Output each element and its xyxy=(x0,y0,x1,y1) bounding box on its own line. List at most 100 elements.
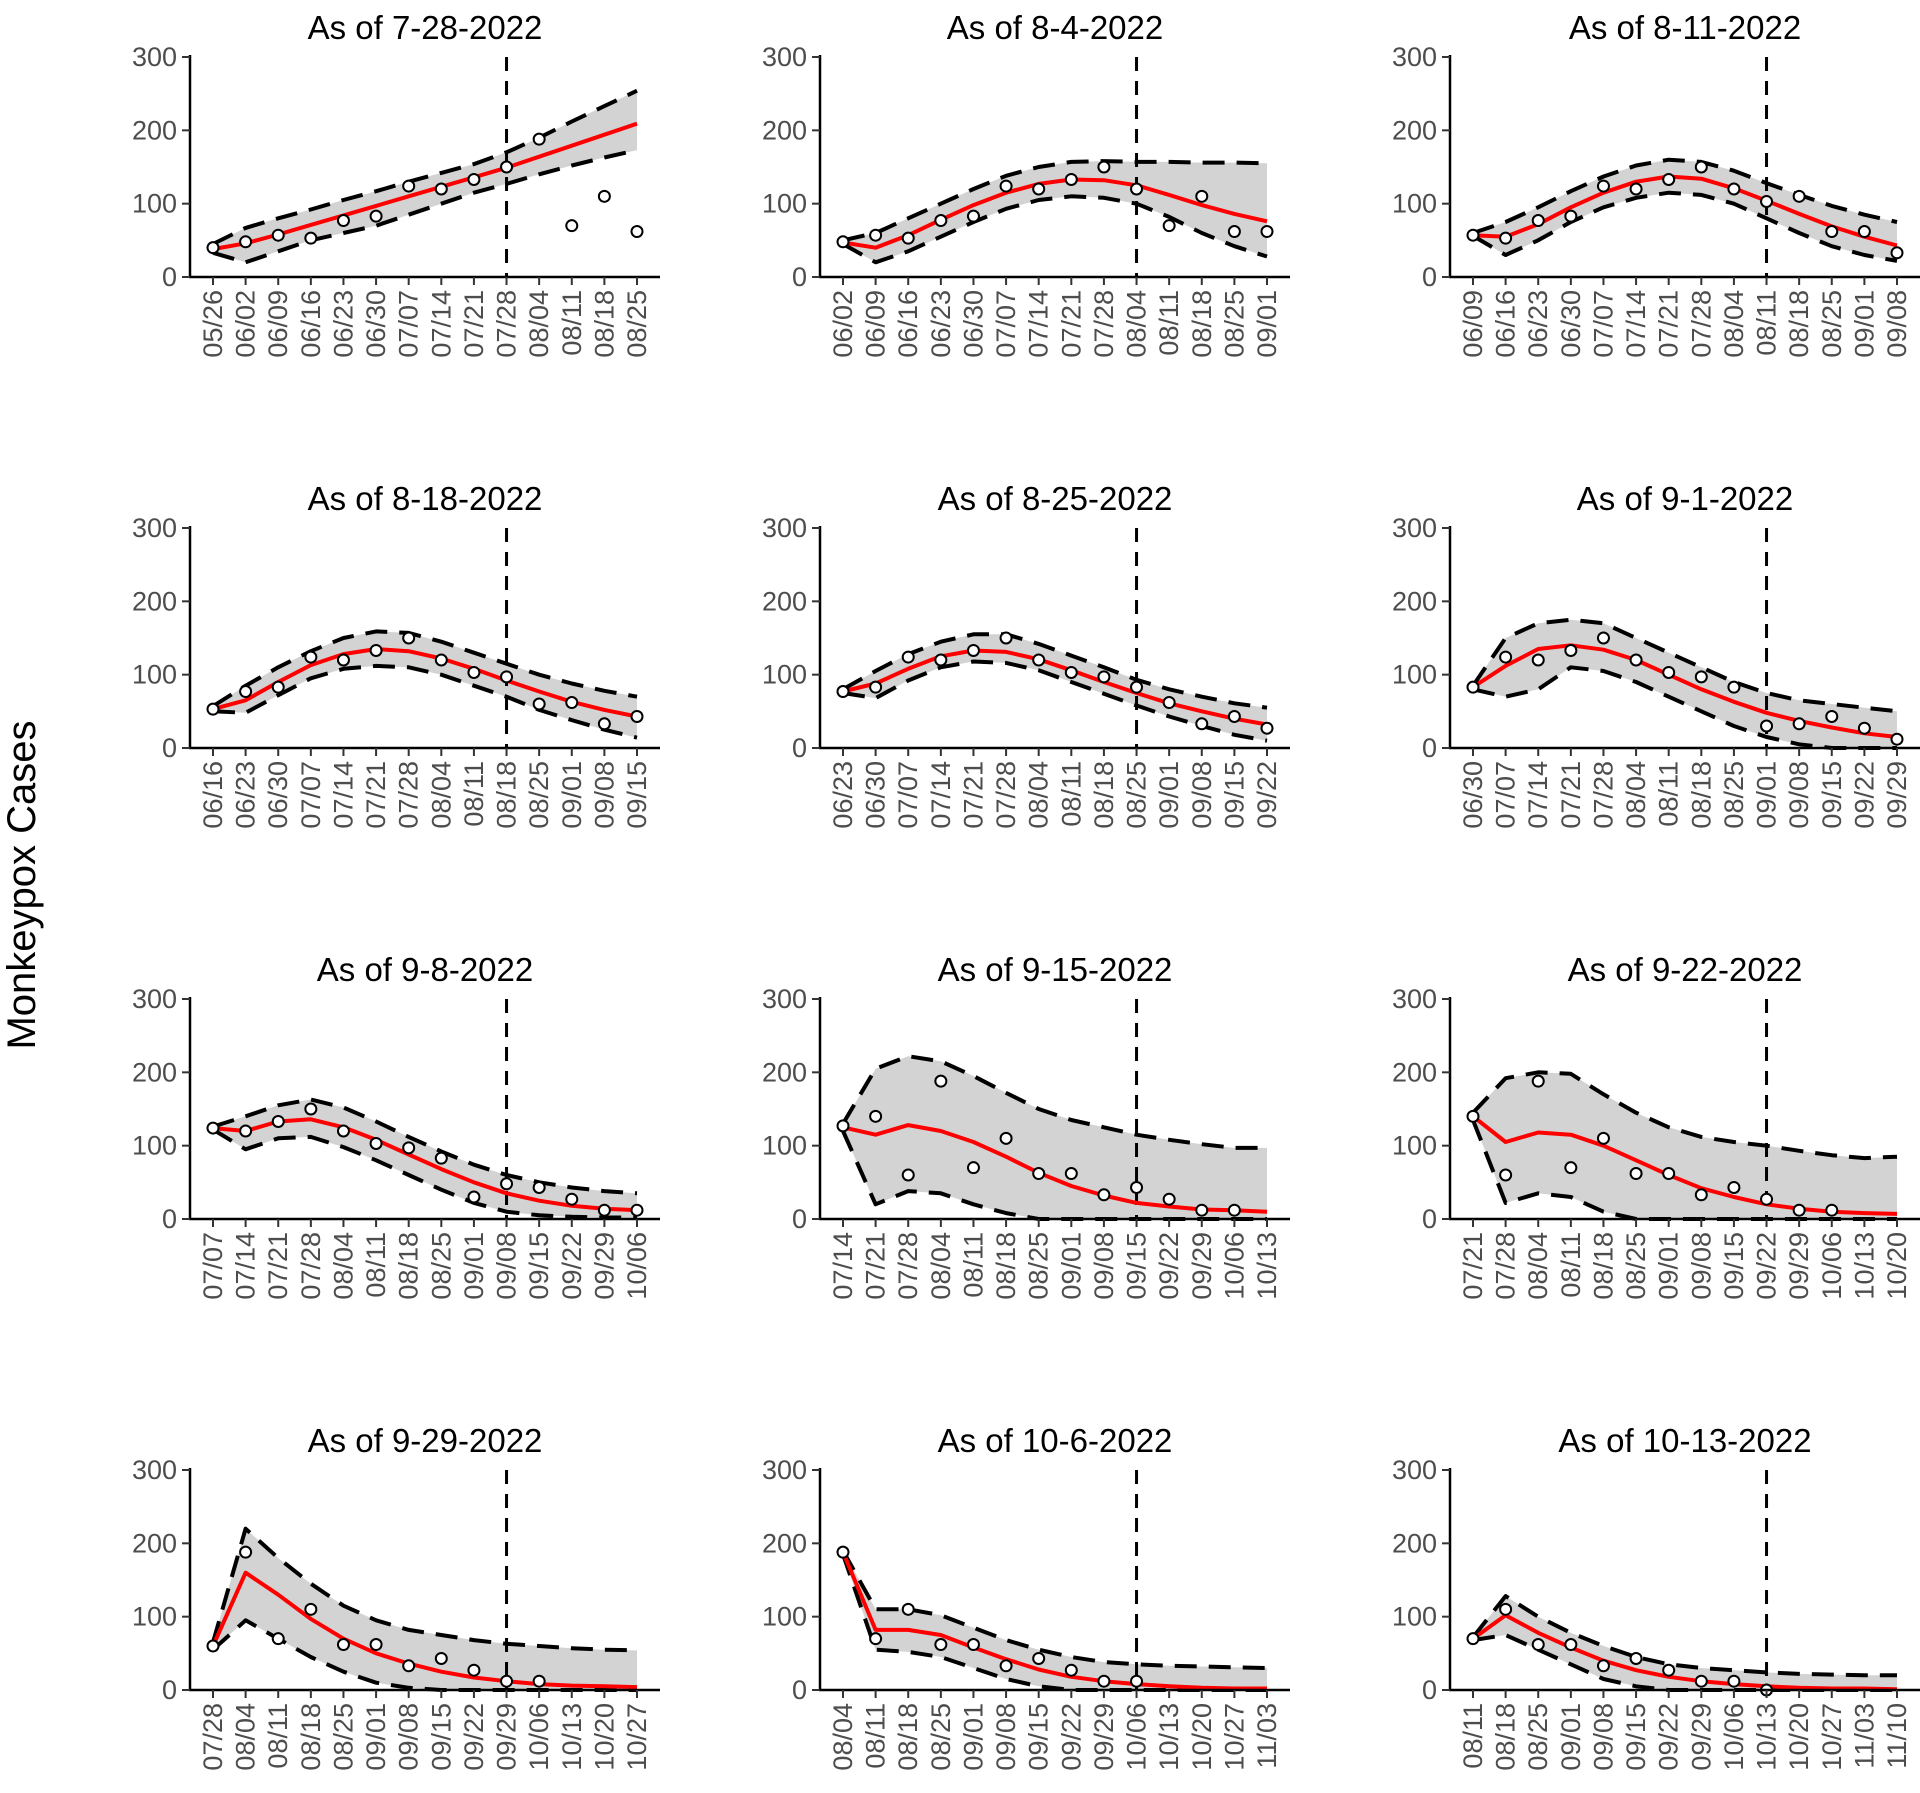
x-tick-label: 09/22 xyxy=(1849,761,1879,829)
y-tick-label: 0 xyxy=(162,1204,177,1234)
x-tick-label: 09/29 xyxy=(1089,1703,1119,1771)
observed-point xyxy=(369,643,383,657)
x-tick-label: 07/07 xyxy=(1589,290,1619,358)
y-tick-label: 100 xyxy=(132,1131,177,1161)
observed-point xyxy=(565,219,579,233)
x-tick-label: 07/14 xyxy=(426,290,456,358)
x-tick-label: 06/23 xyxy=(231,761,261,829)
panel-title: As of 8-18-2022 xyxy=(308,480,543,517)
x-tick-label: 08/25 xyxy=(1817,290,1847,358)
observed-point xyxy=(1032,182,1046,196)
x-tick-label: 07/14 xyxy=(1621,290,1651,358)
observed-point xyxy=(239,235,253,249)
x-tick-label: 08/25 xyxy=(926,1703,956,1771)
upper-bound-line xyxy=(1471,1070,1898,1161)
lower-bound-line xyxy=(841,1130,1267,1221)
x-tick-label: 07/07 xyxy=(893,761,923,829)
x-tick-label: 08/11 xyxy=(959,1232,989,1298)
x-tick-label: 10/06 xyxy=(1817,1232,1847,1300)
panel: As of 8-25-2022 0 100 200 300 06/23 06/30 07/07… xyxy=(762,480,1290,829)
lower-bound-line xyxy=(842,194,1268,265)
panel-title: As of 8-11-2022 xyxy=(1569,9,1801,46)
x-tick-label: 08/11 xyxy=(1154,290,1184,356)
y-tick-label: 0 xyxy=(792,1204,807,1234)
panel-title: As of 10-13-2022 xyxy=(1558,1422,1811,1459)
y-tick-label: 100 xyxy=(132,660,177,690)
upper-bound-line xyxy=(842,632,1268,710)
observed-point xyxy=(1760,1192,1774,1206)
observed-point xyxy=(934,214,948,228)
x-tick-label: 09/08 xyxy=(1187,761,1217,829)
lower-bound-line xyxy=(842,659,1268,743)
y-tick-label: 0 xyxy=(1422,733,1437,763)
observed-point xyxy=(1727,680,1741,694)
x-tick-label: 06/16 xyxy=(198,761,228,829)
observed-point xyxy=(532,1180,546,1194)
x-tick-label: 09/29 xyxy=(1784,1232,1814,1300)
prediction-band xyxy=(213,1528,637,1690)
observed-point xyxy=(369,1638,383,1652)
observed-point xyxy=(1564,1161,1578,1175)
upper-bound-line xyxy=(211,629,638,708)
x-tick-label: 09/22 xyxy=(459,1703,489,1771)
x-tick-label: 10/13 xyxy=(1154,1703,1184,1771)
y-tick-label: 200 xyxy=(132,115,177,145)
observed-point xyxy=(1097,670,1111,684)
prediction-band xyxy=(843,1550,1267,1690)
y-tick-label: 200 xyxy=(1392,1057,1437,1087)
observed-point xyxy=(336,653,350,667)
x-tick-label: 09/08 xyxy=(1089,1232,1119,1300)
observed-point xyxy=(1227,709,1241,723)
observed-point xyxy=(402,1659,416,1673)
observed-point xyxy=(836,235,850,249)
x-tick-label: 07/21 xyxy=(959,761,989,829)
panel: As of 10-13-2022 0 100 200 300 08/11 08/18 08/2… xyxy=(1392,1422,1920,1771)
panel-title: As of 9-1-2022 xyxy=(1577,480,1793,517)
observed-point xyxy=(1694,1674,1708,1688)
observed-point xyxy=(1227,1203,1241,1217)
observed-point xyxy=(500,160,514,174)
observed-point xyxy=(336,1124,350,1138)
x-tick-label: 08/04 xyxy=(926,1232,956,1300)
x-tick-label: 09/01 xyxy=(361,1703,391,1771)
observed-point xyxy=(304,1102,318,1116)
observed-point xyxy=(467,665,481,679)
observed-point xyxy=(836,1545,850,1559)
observed-point xyxy=(271,1632,285,1646)
observed-point xyxy=(1130,1180,1144,1194)
y-tick-label: 100 xyxy=(1392,1131,1437,1161)
x-tick-label: 08/04 xyxy=(426,761,456,829)
x-tick-label: 08/18 xyxy=(394,1232,424,1300)
observed-point xyxy=(1596,1659,1610,1673)
x-tick-label: 08/04 xyxy=(1719,290,1749,358)
x-tick-label: 07/21 xyxy=(361,761,391,829)
x-tick-label: 10/27 xyxy=(1817,1703,1847,1771)
observed-point xyxy=(1162,1192,1176,1206)
x-tick-label: 09/15 xyxy=(1719,1232,1749,1300)
y-tick-label: 200 xyxy=(762,586,807,616)
x-tick-label: 09/08 xyxy=(492,1232,522,1300)
x-tick-label: 07/21 xyxy=(1654,290,1684,358)
observed-point xyxy=(434,182,448,196)
prediction-band xyxy=(213,631,637,738)
y-tick-label: 300 xyxy=(1392,513,1437,543)
x-tick-label: 10/27 xyxy=(1219,1703,1249,1771)
observed-point xyxy=(1499,231,1513,245)
lower-bound-line xyxy=(212,148,638,265)
x-tick-label: 08/25 xyxy=(622,290,652,358)
panel: As of 8-18-2022 0 100 200 300 06/16 06/23 06/30… xyxy=(132,480,660,829)
observed-point xyxy=(304,231,318,245)
y-tick-label: 200 xyxy=(132,586,177,616)
observed-point xyxy=(1564,643,1578,657)
fitted-line xyxy=(1471,643,1898,739)
x-tick-label: 06/30 xyxy=(1458,761,1488,829)
x-tick-label: 07/21 xyxy=(1458,1232,1488,1300)
x-tick-label: 08/18 xyxy=(1187,290,1217,358)
x-tick-label: 06/23 xyxy=(926,290,956,358)
observed-point xyxy=(1195,717,1209,731)
x-tick-label: 09/08 xyxy=(1882,290,1912,358)
observed-point xyxy=(565,696,579,710)
x-tick-label: 09/15 xyxy=(1024,1703,1054,1771)
